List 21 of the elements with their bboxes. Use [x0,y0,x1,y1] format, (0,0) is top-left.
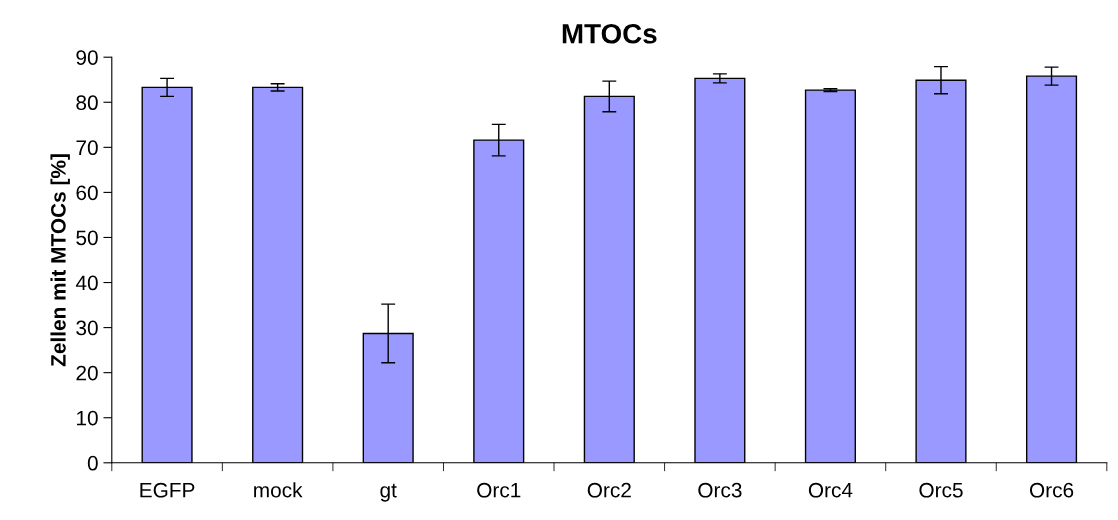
y-tick-label: 60 [76,185,98,201]
y-tick-label: 80 [76,95,98,111]
x-tick-label: Orc5 [919,482,963,498]
y-tick-label: 50 [76,230,98,246]
y-tick-label: 70 [76,140,98,156]
chart-title: MTOCs [562,23,657,44]
x-tick-label: Orc2 [587,482,631,498]
y-axis-title: Zellen mit MTOCs [%] [50,154,70,367]
x-tick-label: Orc4 [808,482,853,498]
y-tick-label: 20 [76,365,98,381]
y-tick-label: 40 [75,275,98,291]
y-tick-label: 10 [77,410,98,426]
x-tick-label: Orc1 [477,482,521,498]
x-tick-label: Orc6 [1029,482,1074,498]
x-tick-label: mock [254,482,303,498]
x-tick-label: gt [380,483,397,502]
x-tick-label: Orc3 [698,482,742,498]
y-tick-label: 0 [87,455,98,471]
x-tick-label: EGFP [140,482,195,498]
y-tick-label: 90 [76,50,98,65]
y-tick-label: 30 [76,320,98,336]
